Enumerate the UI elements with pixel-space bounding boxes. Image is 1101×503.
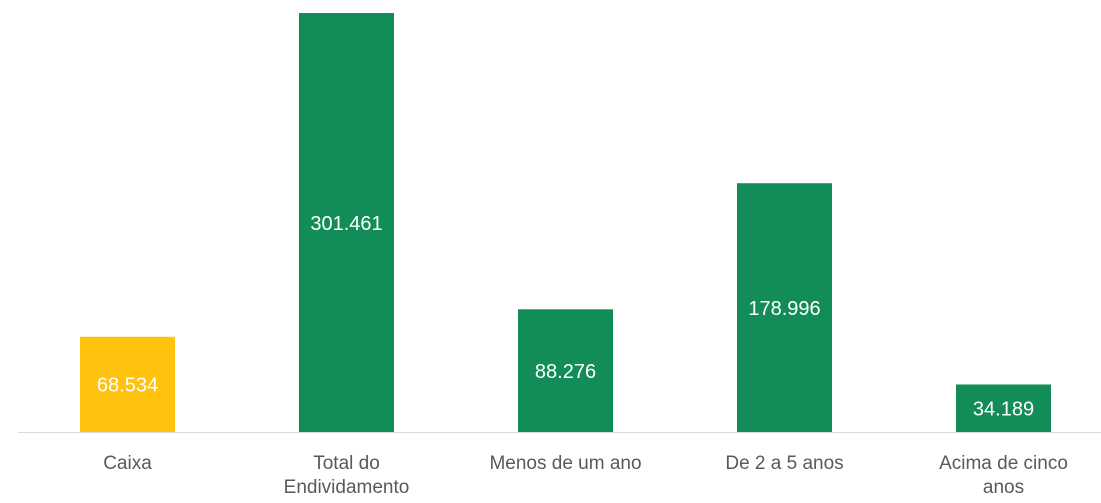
data-label: 178.996 [748,298,820,320]
data-label: 88.276 [535,361,596,383]
bar [299,13,394,432]
bar [518,309,613,432]
x-tick-label: Caixa [103,453,152,474]
data-label: 301.461 [310,213,382,235]
data-label: 68.534 [97,375,158,397]
bar [737,183,832,432]
bar [80,336,175,432]
x-tick-label: De 2 a 5 anos [725,453,844,474]
x-tick-label: Menos de um ano [489,453,642,474]
bar [956,384,1051,432]
data-label: 34.189 [973,399,1034,421]
x-tick-label: Total do Endividamento [283,453,410,498]
x-tick-label: Acima de cinco anos [939,453,1068,498]
